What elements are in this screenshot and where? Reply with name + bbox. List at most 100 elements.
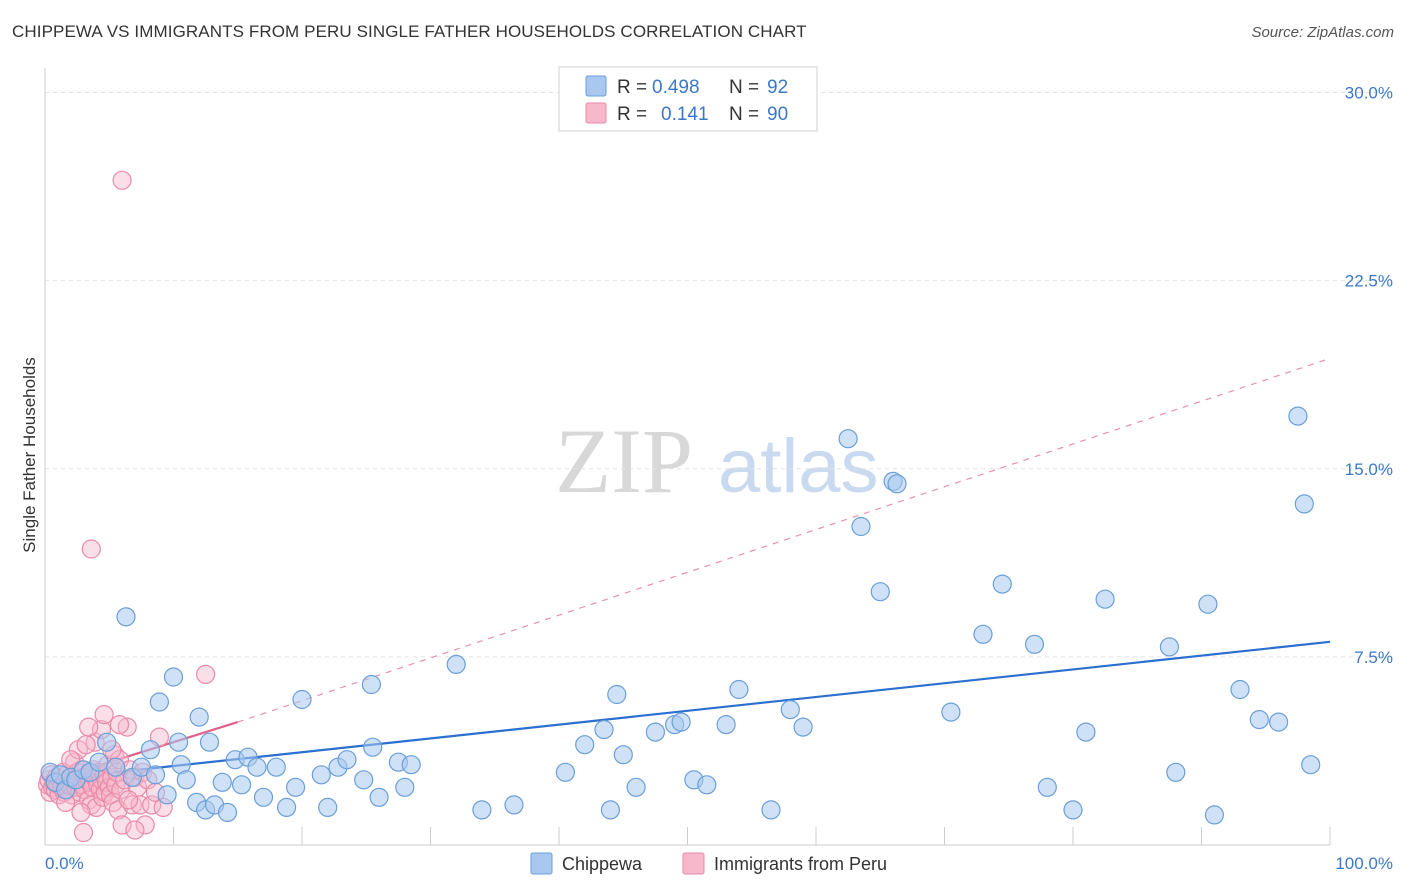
legend: R = 0.498 N = 92 R = 0.141 N = 90 xyxy=(558,66,818,132)
point-chippewa-18 xyxy=(163,667,184,687)
watermark-zip: ZIP xyxy=(555,410,693,512)
point-chippewa-83 xyxy=(1166,762,1186,782)
chart-title: CHIPPEWA VS IMMIGRANTS FROM PERU SINGLE … xyxy=(12,22,807,41)
point-chippewa-64 xyxy=(716,714,736,735)
bottom-legend: Chippewa Immigrants from Peru xyxy=(530,852,887,875)
point-chippewa-33 xyxy=(253,787,274,807)
point-chippewa-32 xyxy=(247,757,267,777)
grid-lines xyxy=(45,92,1392,658)
point-chippewa-11 xyxy=(116,607,136,627)
point-chippewa-88 xyxy=(1268,712,1289,732)
point-chippewa-65 xyxy=(729,679,749,700)
point-chippewa-87 xyxy=(1249,709,1269,730)
point-chippewa-76 xyxy=(992,574,1012,594)
point-peru-73 xyxy=(81,539,101,559)
point-chippewa-52 xyxy=(555,762,576,782)
point-peru-81 xyxy=(94,704,114,725)
point-chippewa-27 xyxy=(212,772,232,792)
bottom-legend-label-chippewa: Chippewa xyxy=(562,854,643,874)
point-chippewa-75 xyxy=(973,624,993,644)
point-chippewa-63 xyxy=(697,775,717,795)
y-tick-label-2: 22.5% xyxy=(1345,272,1393,291)
legend-n-label-peru: N = xyxy=(729,104,759,125)
legend-r-value-peru: 0.141 xyxy=(661,104,709,125)
point-chippewa-89 xyxy=(1288,406,1308,426)
point-chippewa-17 xyxy=(157,785,177,805)
point-chippewa-69 xyxy=(838,429,858,449)
point-chippewa-85 xyxy=(1204,805,1225,825)
point-chippewa-38 xyxy=(311,765,331,785)
legend-r-label-peru: R = xyxy=(617,104,647,125)
point-chippewa-47 xyxy=(395,777,415,797)
point-chippewa-8 xyxy=(89,752,109,772)
y-tick-label-3: 30.0% xyxy=(1345,84,1393,103)
tick-labels: 7.5% 15.0% 22.5% 30.0% 0.0% 100.0% xyxy=(45,84,1393,873)
point-chippewa-9 xyxy=(97,732,117,752)
source-label: Source: ZipAtlas.com xyxy=(1251,24,1394,41)
point-chippewa-81 xyxy=(1095,589,1115,609)
point-peru-43 xyxy=(93,787,113,807)
point-peru-67 xyxy=(135,815,155,835)
point-chippewa-54 xyxy=(594,719,614,740)
point-chippewa-28 xyxy=(217,802,238,823)
point-peru-83 xyxy=(125,820,145,840)
point-chippewa-55 xyxy=(600,800,621,820)
legend-r-value-chippewa: 0.498 xyxy=(652,77,700,98)
point-peru-87 xyxy=(196,664,216,685)
point-chippewa-80 xyxy=(1076,722,1096,742)
point-chippewa-90 xyxy=(1294,494,1314,514)
point-chippewa-39 xyxy=(318,797,338,818)
x-tick-label-0: 0.0% xyxy=(45,854,84,873)
point-chippewa-82 xyxy=(1159,637,1180,657)
point-chippewa-58 xyxy=(626,777,646,797)
y-tick-label-1: 15.0% xyxy=(1345,460,1393,479)
bottom-legend-label-peru: Immigrants from Peru xyxy=(714,854,887,874)
point-chippewa-10 xyxy=(106,757,126,777)
point-chippewa-30 xyxy=(232,775,252,795)
point-chippewa-42 xyxy=(354,770,374,790)
point-chippewa-73 xyxy=(887,474,907,494)
point-chippewa-57 xyxy=(613,745,633,765)
point-peru-57 xyxy=(111,780,131,800)
point-chippewa-34 xyxy=(266,757,286,777)
x-tick-label-1: 100.0% xyxy=(1335,854,1393,873)
point-peru-69 xyxy=(142,795,162,815)
point-chippewa-23 xyxy=(189,707,209,727)
point-peru-82 xyxy=(109,714,130,735)
point-chippewa-61 xyxy=(671,712,691,732)
point-peru-79 xyxy=(73,822,94,843)
point-peru-55 xyxy=(108,800,128,820)
legend-n-label-chippewa: N = xyxy=(729,77,759,98)
point-chippewa-78 xyxy=(1037,777,1057,797)
point-chippewa-53 xyxy=(575,735,595,755)
point-chippewa-66 xyxy=(761,800,781,820)
y-tick-label-0: 7.5% xyxy=(1354,648,1393,667)
point-chippewa-21 xyxy=(176,770,196,790)
point-peru-80 xyxy=(71,802,91,823)
point-chippewa-74 xyxy=(941,702,961,722)
point-chippewa-86 xyxy=(1230,679,1250,700)
bottom-legend-swatch-chippewa xyxy=(530,852,553,875)
point-peru-89 xyxy=(79,717,99,737)
point-chippewa-49 xyxy=(401,755,421,775)
point-peru-84 xyxy=(118,790,139,810)
point-chippewa-37 xyxy=(292,689,312,710)
point-peru-65 xyxy=(130,795,150,815)
point-chippewa-71 xyxy=(870,582,890,602)
point-chippewa-43 xyxy=(361,674,381,695)
point-chippewa-19 xyxy=(169,732,189,752)
legend-swatch-peru xyxy=(585,102,607,124)
point-chippewa-56 xyxy=(607,684,627,705)
point-chippewa-25 xyxy=(199,732,220,752)
bottom-legend-swatch-peru xyxy=(682,852,705,875)
point-chippewa-15 xyxy=(145,765,166,785)
point-chippewa-77 xyxy=(1024,634,1045,654)
legend-swatch-chippewa xyxy=(585,75,607,97)
point-chippewa-16 xyxy=(149,692,169,712)
y-axis-label: Single Father Households xyxy=(20,357,39,553)
point-chippewa-91 xyxy=(1301,755,1321,775)
point-chippewa-67 xyxy=(780,699,800,720)
point-peru-60 xyxy=(117,717,137,737)
trend-line-peru-extended xyxy=(237,357,1331,723)
legend-n-value-chippewa: 92 xyxy=(767,77,788,98)
